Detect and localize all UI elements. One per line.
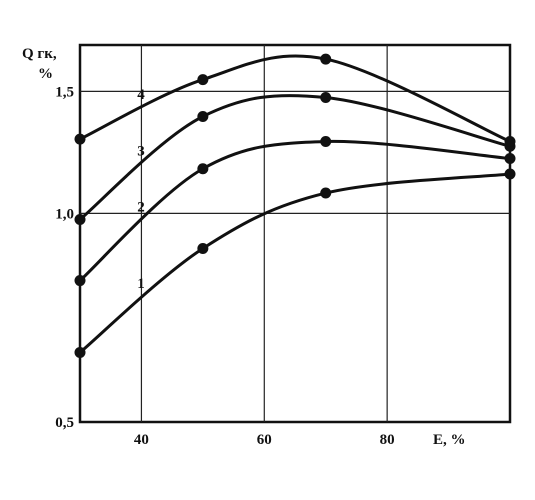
x-tick-label: 40: [134, 432, 149, 448]
series-label-4: 4: [137, 87, 145, 103]
data-point-1: [74, 346, 86, 358]
data-point-4: [320, 53, 332, 65]
series-layer: 1 2 3 4: [74, 53, 516, 358]
series-line-1: [78, 172, 512, 354]
data-point-3: [197, 110, 209, 122]
y-tick-label: 0,5: [55, 415, 74, 431]
x-tick-label: 60: [257, 432, 272, 448]
y-tick-label: 1,5: [55, 84, 74, 100]
series-4: 4: [74, 53, 516, 147]
data-point-2: [504, 153, 516, 165]
data-point-1: [504, 168, 516, 180]
series-1: 1: [74, 168, 516, 358]
x-axis-label: E, %: [433, 432, 466, 448]
data-point-4: [504, 135, 516, 147]
data-point-2: [197, 163, 209, 175]
data-point-4: [197, 74, 209, 86]
x-tick-label: 80: [380, 432, 395, 448]
y-tick-label: 1,0: [55, 206, 74, 222]
series-label-3: 3: [137, 144, 145, 160]
series-label-2: 2: [137, 200, 145, 216]
data-point-2: [320, 135, 332, 147]
series-label-1: 1: [137, 276, 145, 292]
tick-labels: 40 60 80 0,5 1,0 1,5: [55, 84, 394, 448]
series-2: 2: [74, 135, 516, 287]
data-point-2: [74, 275, 86, 287]
data-point-4: [74, 133, 86, 145]
series-line-2: [78, 139, 512, 283]
data-point-3: [320, 91, 332, 103]
data-point-3: [74, 213, 86, 225]
data-point-1: [197, 242, 209, 254]
series-line-3: [78, 93, 512, 221]
plot-frame: [78, 43, 512, 424]
y-axis-unit: %: [38, 66, 53, 82]
series-line-4: [78, 54, 512, 143]
y-axis-label: Q гк,: [22, 46, 57, 62]
grid-lines: [80, 45, 510, 422]
data-point-1: [320, 187, 332, 199]
